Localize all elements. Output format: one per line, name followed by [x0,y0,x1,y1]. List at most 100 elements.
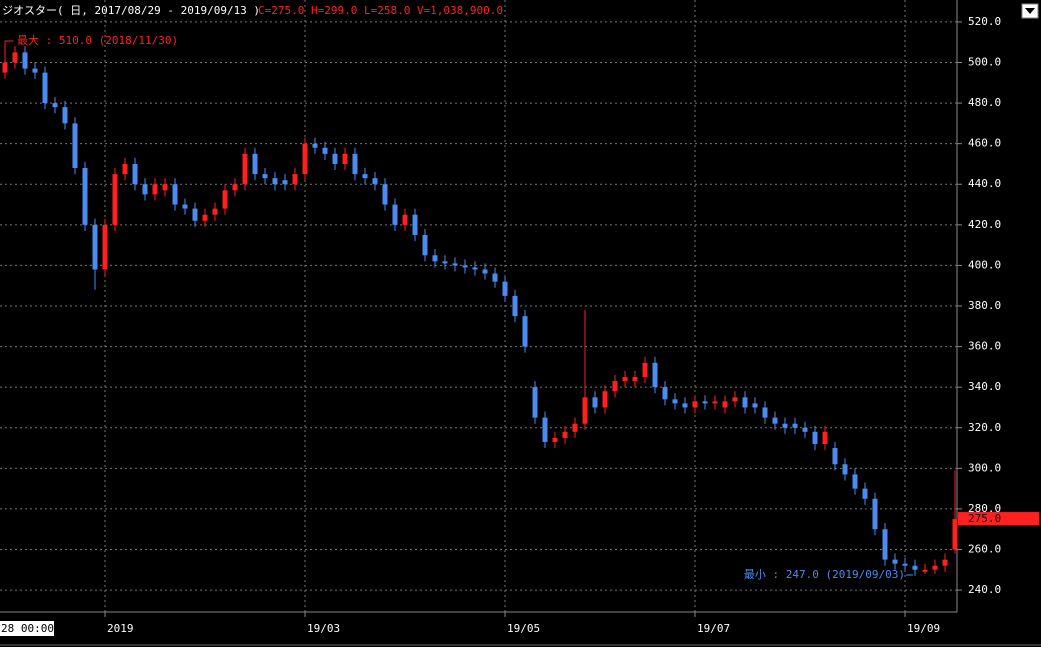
candle-body [892,559,898,564]
candle-body [52,103,58,108]
candle-body [742,397,748,408]
candle-body [522,316,528,347]
candle-body [752,403,758,408]
candle-body [532,387,538,418]
candle-body [302,143,308,175]
min-label: 最小 : 247.0 (2019/09/03) [744,568,905,581]
candle-body [162,184,168,191]
y-tick-label: 500.0 [968,55,1001,68]
candle-body [322,147,328,154]
candle-body [762,407,768,418]
candle-body [142,184,148,195]
x-tick-label: 19/03 [307,622,340,635]
candle-body [952,519,958,550]
y-tick-label: 440.0 [968,177,1001,190]
candle-body [242,153,248,185]
candle-body [582,397,588,424]
x-tick-label: 19/09 [907,622,940,635]
y-tick-label: 520.0 [968,15,1001,28]
candle-body [922,569,928,572]
candle-body [602,391,608,408]
candle-body [872,498,878,530]
cursor-label: 28 00:00 [1,622,54,635]
candle-body [772,417,778,424]
dropdown[interactable] [1021,3,1039,19]
candle-body [412,214,418,235]
candle-body [342,153,348,164]
x-tick-label: 19/05 [507,622,540,635]
candle-body [312,143,318,148]
candle-body [562,431,568,438]
candle-body [852,474,858,489]
x-tick-label: 19/07 [697,622,730,635]
y-tick-label: 320.0 [968,421,1001,434]
candle-body [202,214,208,221]
candle-body [112,174,118,225]
y-tick-label: 360.0 [968,340,1001,353]
candle-body [382,184,388,205]
candle-body [2,62,8,73]
chart-title: ジオスター( 日, 2017/08/29 - 2019/09/13 ) [2,4,260,17]
candle-body [932,565,938,570]
candle-body [552,437,558,442]
candle-body [42,72,48,104]
y-tick-label: 380.0 [968,299,1001,312]
candle-body [272,178,278,185]
candle-body [222,190,228,209]
candle-body [352,153,358,175]
candle-body [802,427,808,432]
chart-subtitle: C=275.0 H=299.0 L=258.0 V=1,038,900.0 [258,4,503,17]
candle-body [212,208,218,215]
candle-body [642,362,648,378]
last-price-label: 275.0 [968,512,1001,525]
candle-body [452,263,458,266]
y-tick-label: 260.0 [968,543,1001,556]
candle-body [422,234,428,256]
candle-body [262,174,268,179]
candle-body [22,52,28,69]
candle-body [542,417,548,442]
candle-body [472,267,478,270]
candle-body [182,204,188,209]
candle-body [592,397,598,408]
candle-body [632,377,638,382]
candle-body [442,261,448,264]
candle-body [62,107,68,124]
candle-body [902,563,908,566]
candle-body [512,295,518,317]
max-label: 最大 : 510.0 (2018/11/30) [17,33,178,47]
candle-body [812,431,818,444]
candle-body [402,214,408,225]
candle-body [82,168,88,225]
candle-body [882,529,888,560]
cursor-box [0,621,54,636]
candle-body [32,68,38,73]
candle-body [462,265,468,268]
candle-body [102,224,108,270]
candle-body [572,423,578,432]
candle-body [172,184,178,205]
candle-body [622,377,628,382]
candle-body [692,401,698,408]
candle-body [612,381,618,392]
candle-body [492,273,498,282]
candle-body [392,204,398,225]
candle-body [842,464,848,475]
y-tick-label: 420.0 [968,218,1001,231]
candle-body [332,153,338,164]
candle-body [232,184,238,191]
y-tick-label: 400.0 [968,258,1001,271]
candle-body [662,387,668,400]
candle-body [502,281,508,296]
candle-body [282,180,288,185]
x-tick-label: 2019 [107,622,134,635]
candle-body [942,559,948,566]
candle-body [12,52,18,63]
candle-body [292,174,298,185]
candle-body [822,431,828,444]
candle-body [122,163,128,175]
candle-body [722,401,728,408]
